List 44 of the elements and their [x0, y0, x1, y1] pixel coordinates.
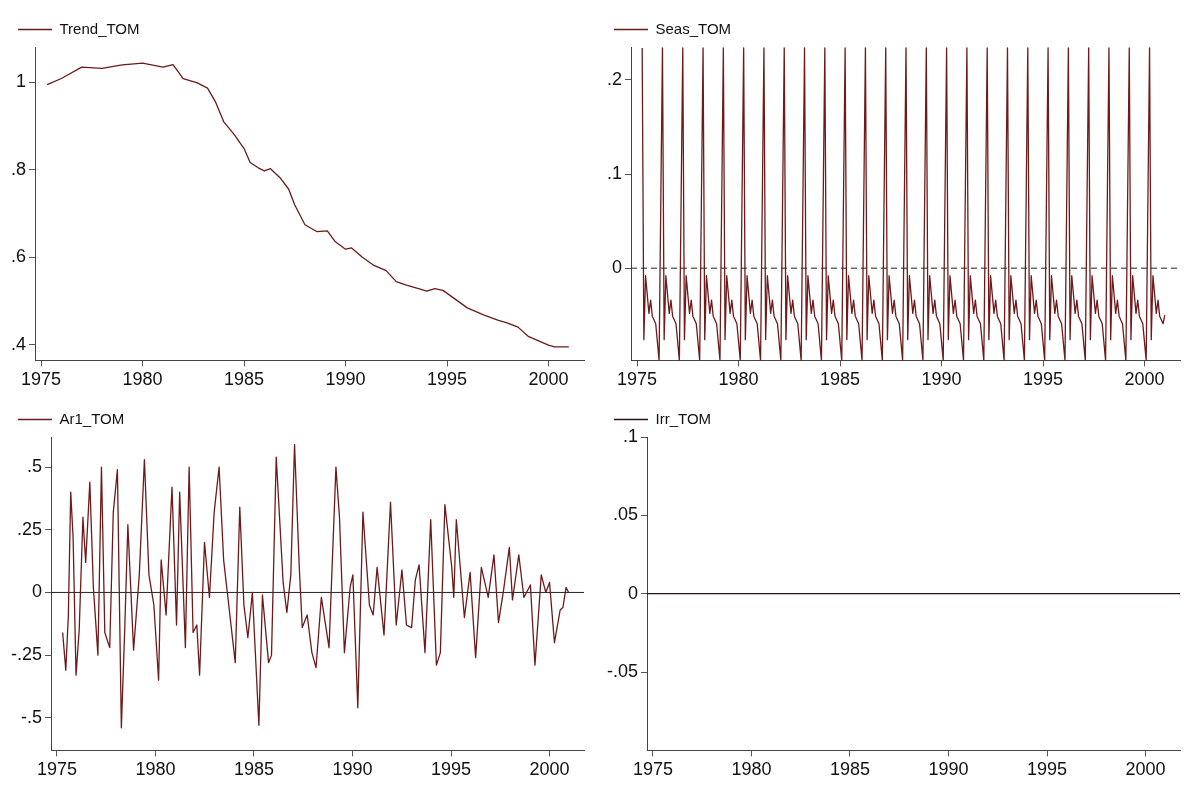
y-tick-label: .1: [607, 163, 623, 184]
y-tick-label: .6: [11, 246, 27, 267]
y-tick-label: 1: [16, 70, 27, 91]
x-tick-label: 1985: [820, 369, 861, 390]
y-tick-label: -.5: [21, 706, 43, 727]
y-tick-label: -.25: [10, 644, 43, 665]
x-tick-label: 1990: [325, 369, 366, 390]
y-tick-label: .25: [16, 518, 43, 539]
x-tick-label: 1990: [928, 759, 969, 780]
y-tick-label: .4: [11, 333, 27, 354]
y-tick-label: .1: [623, 425, 639, 446]
x-tick-label: 2000: [529, 759, 570, 780]
legend-label: Irr_TOM: [655, 409, 712, 427]
legend-label: Seas_TOM: [655, 19, 732, 37]
x-tick-label: 1975: [21, 369, 62, 390]
x-tick-label: 2000: [1125, 759, 1166, 780]
x-tick-label: 1985: [829, 759, 870, 780]
y-tick-label: .8: [11, 158, 27, 179]
x-tick-label: 1980: [718, 369, 759, 390]
y-tick-label: 0: [32, 581, 43, 602]
x-tick-label: 1990: [332, 759, 373, 780]
x-tick-label: 2000: [1124, 369, 1165, 390]
x-tick-label: 1985: [224, 369, 265, 390]
y-tick-label: .5: [27, 456, 43, 477]
legend-label: Trend_TOM: [59, 19, 140, 37]
x-tick-label: 2000: [528, 369, 569, 390]
y-tick-label: .05: [612, 504, 639, 525]
x-tick-label: 1995: [1026, 759, 1068, 780]
legend-label: Ar1_TOM: [59, 409, 125, 427]
x-tick-label: 1990: [921, 369, 962, 390]
x-tick-label: 1995: [1022, 369, 1064, 390]
y-tick-label: 0: [612, 257, 623, 278]
x-tick-label: 1975: [632, 759, 673, 780]
y-tick-label: -.05: [606, 661, 639, 682]
x-tick-label: 1995: [426, 369, 468, 390]
x-tick-label: 1985: [233, 759, 274, 780]
x-tick-label: 1980: [135, 759, 176, 780]
y-tick-label: 0: [628, 582, 639, 603]
x-tick-label: 1980: [122, 369, 163, 390]
x-tick-label: 1975: [36, 759, 77, 780]
y-tick-label: .2: [607, 68, 623, 89]
x-tick-label: 1975: [617, 369, 658, 390]
x-tick-label: 1980: [731, 759, 772, 780]
x-tick-label: 1995: [430, 759, 472, 780]
